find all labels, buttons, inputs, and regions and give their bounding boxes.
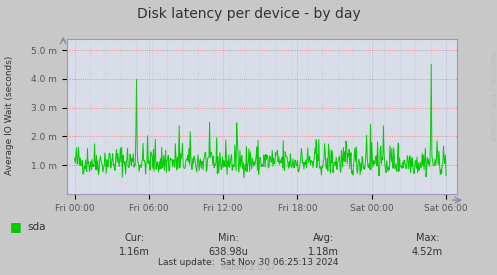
Text: 4.52m: 4.52m (412, 247, 443, 257)
Text: Max:: Max: (415, 233, 439, 243)
Text: Min:: Min: (218, 233, 239, 243)
Text: Cur:: Cur: (124, 233, 144, 243)
Text: ■: ■ (10, 220, 22, 233)
Text: Last update:  Sat Nov 30 06:25:13 2024: Last update: Sat Nov 30 06:25:13 2024 (158, 258, 339, 267)
Text: Avg:: Avg: (313, 233, 333, 243)
Text: RRDTOOL / TOBI OETIKER: RRDTOOL / TOBI OETIKER (489, 52, 495, 141)
Text: Munin 2.0.57: Munin 2.0.57 (221, 263, 276, 272)
Text: Disk latency per device - by day: Disk latency per device - by day (137, 7, 360, 21)
Text: 1.18m: 1.18m (308, 247, 338, 257)
Text: Average IO Wait (seconds): Average IO Wait (seconds) (5, 56, 14, 175)
Text: 1.16m: 1.16m (119, 247, 150, 257)
Text: 638.98u: 638.98u (209, 247, 248, 257)
Text: sda: sda (27, 222, 46, 232)
